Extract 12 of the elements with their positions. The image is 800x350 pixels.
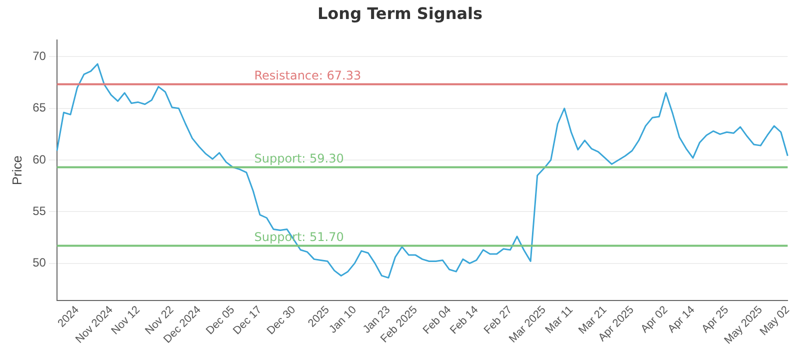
ref-line-label: Support: 59.30 <box>254 151 344 166</box>
y-tick-label: 65 <box>32 100 46 115</box>
y-tick-label: 55 <box>32 204 46 218</box>
x-tick-label: Jan 10 <box>327 304 359 336</box>
chart-title: Long Term Signals <box>316 4 484 23</box>
y-tick-label: 60 <box>32 152 46 166</box>
y-tick-label: 70 <box>32 49 46 64</box>
ref-line-label: Resistance: 67.33 <box>254 68 362 82</box>
x-tick-label: Apr 02 <box>638 304 670 336</box>
x-tick-label: Dec 30 <box>264 304 298 338</box>
y-axis-title: Price <box>9 156 24 186</box>
y-tick-label: 50 <box>32 256 46 270</box>
